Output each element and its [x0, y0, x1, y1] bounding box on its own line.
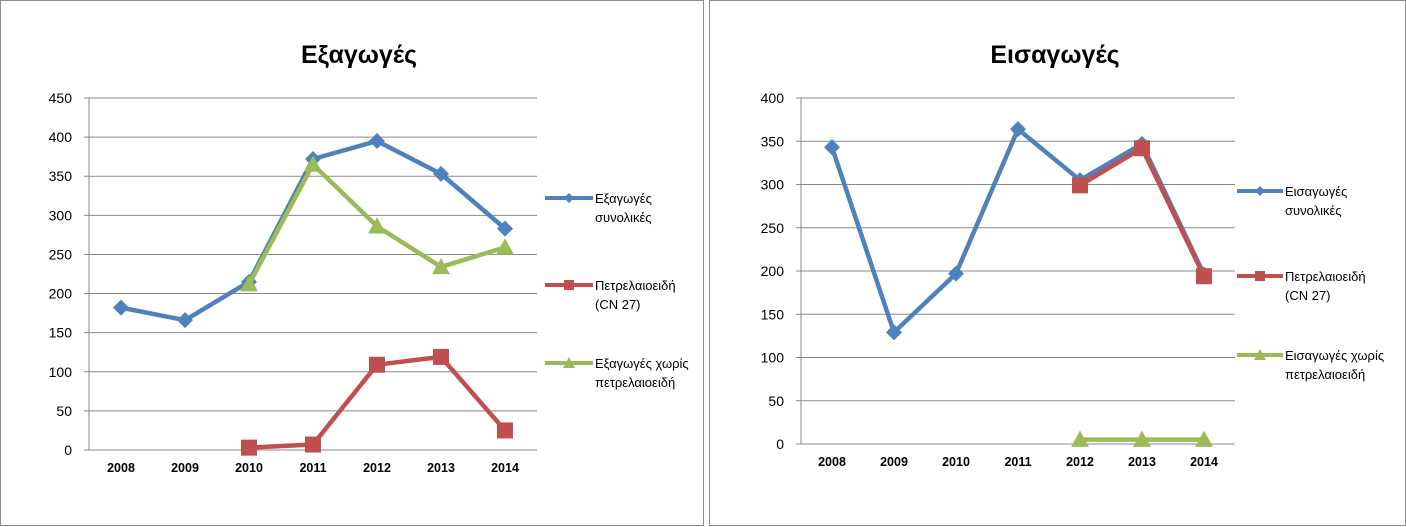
data-point-non-petroleum	[496, 238, 514, 255]
x-tick-label: 2012	[363, 461, 391, 475]
x-tick-label: 2011	[299, 461, 326, 475]
legend-label: συνολικές	[1285, 203, 1342, 218]
y-tick-label: 50	[56, 403, 72, 419]
legend-label: Εξαγωγές χωρίς	[595, 356, 689, 371]
imports-chart-panel: Εισαγωγές 0 50 100 150 200 250 300 350 400 2008 200…	[709, 0, 1406, 526]
data-point-petroleum	[1196, 268, 1212, 285]
legend-entry-non-petroleum: Εξαγωγές χωρίς πετρελαιοειδή	[545, 356, 689, 390]
legend-label: πετρελαιοειδή	[1285, 367, 1365, 382]
exports-chart-panel: Εξαγωγές 0 50 100 150 200 250 300 350 400 450 2008 2…	[0, 0, 704, 526]
legend-label: Εξαγωγές	[595, 191, 652, 206]
x-tick-label: 2013	[1128, 455, 1156, 469]
legend-entry-total: Εξαγωγές συνολικές	[545, 191, 652, 225]
y-tick-label: 350	[761, 133, 785, 149]
x-tick-label: 2008	[107, 461, 135, 475]
series-non-petroleum	[1071, 430, 1213, 447]
legend-label: (CN 27)	[1285, 288, 1331, 303]
legend-label: πετρελαιοειδή	[595, 375, 675, 390]
y-tick-label: 250	[49, 246, 73, 262]
x-tick-label: 2013	[427, 461, 455, 475]
y-tick-label: 150	[761, 306, 785, 322]
data-point-total	[433, 165, 449, 182]
data-point-total	[113, 299, 129, 316]
y-tick-label: 100	[49, 364, 73, 380]
data-point-non-petroleum	[368, 217, 386, 234]
legend-label: (CN 27)	[595, 297, 641, 312]
y-tick-label: 0	[64, 442, 72, 458]
x-tick-label: 2010	[235, 461, 263, 475]
legend-marker	[564, 280, 574, 290]
data-point-non-petroleum	[304, 155, 322, 172]
y-tick-label: 400	[49, 129, 73, 145]
legend-marker	[1255, 186, 1265, 196]
series-petroleum	[241, 348, 513, 456]
data-point-non-petroleum	[1195, 430, 1213, 447]
data-point-total	[497, 220, 513, 237]
x-tick-label: 2009	[880, 455, 908, 469]
y-tick-label: 250	[761, 220, 785, 236]
data-point-total	[886, 324, 902, 341]
data-point-petroleum	[1072, 177, 1088, 194]
data-point-non-petroleum	[432, 257, 450, 275]
data-point-non-petroleum	[1133, 430, 1151, 447]
data-point-total	[177, 312, 193, 329]
y-tick-label: 450	[49, 90, 73, 106]
legend-marker	[563, 357, 575, 368]
data-point-petroleum	[369, 356, 385, 373]
legend-entry-petroleum: Πετρελαιοειδή (CN 27)	[1237, 269, 1366, 303]
legend-label: συνολικές	[595, 210, 652, 225]
data-point-petroleum	[305, 436, 321, 453]
y-tick-label: 150	[49, 325, 73, 341]
legend-label: Εισαγωγές	[1285, 184, 1347, 199]
legend-marker	[564, 193, 574, 203]
y-tick-label: 300	[761, 177, 785, 193]
x-tick-label: 2010	[942, 455, 970, 469]
series-petroleum	[1072, 140, 1212, 285]
legend-label: Πετρελαιοειδή	[595, 278, 676, 293]
y-tick-label: 300	[49, 207, 73, 223]
y-tick-label: 350	[49, 168, 73, 184]
legend-entry-petroleum: Πετρελαιοειδή (CN 27)	[545, 278, 676, 312]
y-tick-label: 100	[761, 350, 785, 366]
legend-label: Εισαγωγές χωρίς	[1285, 348, 1384, 363]
exports-chart: Εξαγωγές 0 50 100 150 200 250 300 350 400 450 2008 2…	[49, 41, 689, 475]
x-tick-label: 2008	[818, 455, 846, 469]
x-tick-label: 2012	[1066, 455, 1094, 469]
data-point-total	[948, 265, 964, 282]
data-point-petroleum	[1134, 140, 1150, 157]
data-point-total	[369, 133, 385, 150]
data-point-total	[1010, 121, 1026, 138]
x-tick-label: 2011	[1004, 455, 1031, 469]
series-non-petroleum	[240, 155, 514, 292]
x-tick-label: 2009	[171, 461, 199, 475]
data-point-petroleum	[433, 348, 449, 365]
y-tick-label: 200	[49, 286, 73, 302]
legend-label: Πετρελαιοειδή	[1285, 269, 1366, 284]
y-tick-label: 50	[768, 393, 784, 409]
y-tick-label: 200	[761, 263, 785, 279]
x-tick-label: 2014	[1190, 455, 1218, 469]
legend-entry-non-petroleum: Εισαγωγές χωρίς πετρελαιοειδή	[1237, 348, 1384, 382]
legend-marker	[1255, 271, 1265, 281]
chart-title: Εξαγωγές	[301, 41, 417, 69]
data-point-total	[824, 139, 840, 156]
data-point-petroleum	[241, 439, 257, 456]
data-point-non-petroleum	[240, 275, 258, 292]
series-total	[824, 121, 1212, 341]
imports-chart: Εισαγωγές 0 50 100 150 200 250 300 350 400 2008 200…	[761, 41, 1384, 469]
x-tick-label: 2014	[491, 461, 519, 475]
legend-entry-total: Εισαγωγές συνολικές	[1237, 184, 1347, 218]
chart-title: Εισαγωγές	[990, 41, 1119, 69]
data-point-non-petroleum	[1071, 430, 1089, 447]
data-point-petroleum	[497, 422, 513, 439]
legend-marker	[1254, 349, 1266, 360]
y-tick-label: 0	[776, 436, 784, 452]
y-tick-label: 400	[761, 90, 785, 106]
